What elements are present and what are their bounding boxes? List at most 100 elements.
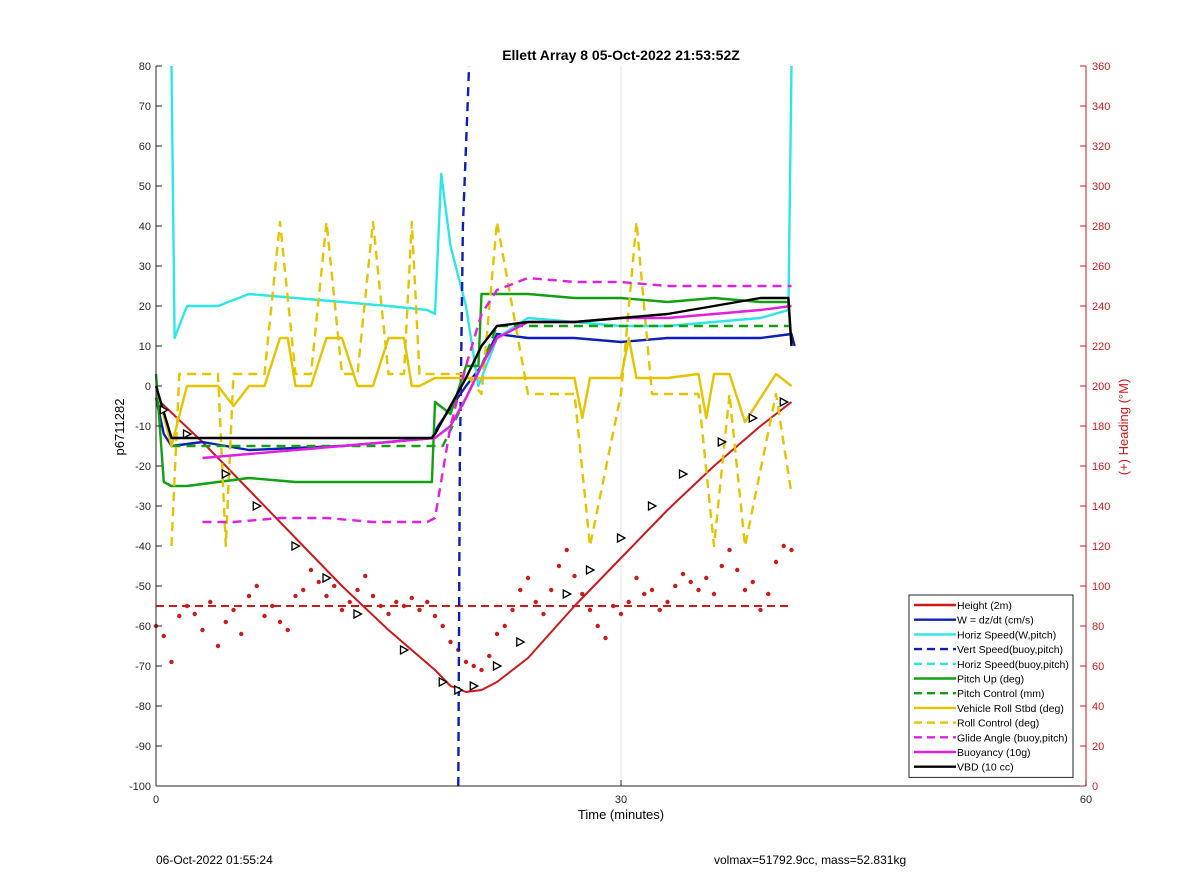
heading-point [750,579,755,585]
series-line-vehicle-roll-stbd-deg [154,336,793,448]
heading-point [324,593,329,599]
heading-point [525,575,531,581]
heading-point [184,603,190,609]
heading-point [293,593,298,599]
heading-point [479,667,484,673]
heading-point [262,613,267,619]
heading-point [355,587,360,593]
series-layer [153,65,796,787]
height-marker [516,636,526,648]
heading-point [766,591,771,597]
height-marker [779,396,790,408]
heading-point [742,587,748,593]
y2-tick-label: 20 [1092,741,1104,753]
y2-tick-label: 140 [1092,501,1110,513]
legend-label: Roll Control (deg) [957,718,1039,730]
heading-point [719,563,724,569]
chart-title: Ellett Array 8 05-Oct-2022 21:53:52Z [502,47,740,63]
heading-point [789,547,794,553]
legend-label: Buoyancy (10g) [957,747,1031,759]
heading-point [401,603,407,609]
heading-point [673,583,678,589]
heading-point [487,653,492,659]
height-marker [182,428,193,440]
heading-point [246,593,252,599]
heading-point [432,613,438,619]
height-marker [616,532,627,544]
heading-point [556,563,562,569]
height-marker [159,404,170,416]
y-tick-label: 60 [139,141,151,153]
x-axis-label: Time (minutes) [578,807,664,822]
heading-point [332,583,337,589]
legend-label: Pitch Control (mm) [957,688,1045,700]
heading-point [603,635,608,641]
height-marker [322,572,332,584]
heading-point [704,575,709,581]
heading-point [440,623,445,629]
heading-point [386,611,391,617]
heading-point [580,591,585,597]
height-marker [469,680,480,692]
y-tick-label: 30 [139,261,151,273]
heading-point [549,587,554,593]
y2-tick-label: 60 [1092,661,1104,673]
heading-point [781,543,786,549]
heading-point [378,603,383,609]
y2-tick-label: 320 [1092,141,1110,153]
series-line-horiz-speed-w-pitch [170,65,793,388]
heading-point [347,599,352,605]
y2-tick-label: 360 [1092,61,1110,73]
legend-box [908,594,1074,778]
y-tick-label: 70 [139,101,151,113]
heading-point [735,567,740,573]
heading-point [448,639,453,645]
heading-point [773,559,779,565]
height-marker [291,540,301,552]
heading-point [161,633,166,639]
y2-tick-label: 40 [1092,701,1104,713]
heading-point [618,611,624,617]
heading-point [541,611,546,617]
heading-point [680,571,686,577]
heading-point [254,583,259,589]
heading-point [711,591,717,597]
height-marker [454,684,464,696]
axes: -100-90-80-70-60-50-40-30-20-10010203040… [129,61,1110,806]
heading-point [394,599,399,605]
legend-label: W = dz/dt (cm/s) [957,615,1034,627]
x-tick-label: 60 [1080,794,1092,806]
y-tick-label: -100 [129,781,151,793]
footer-info: volmax=51792.9cc, mass=52.831kg [714,853,907,867]
heading-point [533,599,538,605]
legend-label: Pitch Up (deg) [957,674,1024,686]
y-tick-label: 40 [139,221,151,233]
heading-point [572,573,577,579]
legend-label: VBD (10 cc) [957,762,1014,774]
heading-point [510,607,515,613]
heading-point [471,663,476,669]
series-line-height-2m [155,397,793,693]
y-tick-label: -30 [135,501,151,513]
y-tick-label: -40 [135,541,151,553]
heading-point [339,607,345,613]
series-line-vbd-10-cc [154,296,793,440]
heading-point [417,607,422,613]
y-tick-label: -60 [135,621,151,633]
heading-point [177,613,182,619]
heading-point [587,607,593,613]
height-marker [438,676,449,688]
y2-tick-label: 340 [1092,101,1110,113]
heading-point [463,659,469,665]
heading-point [231,607,236,613]
y2-tick-label: 180 [1092,421,1110,433]
y2-tick-label: 80 [1092,621,1104,633]
heading-point [409,595,414,601]
legend-label: Horiz Speed(W,pitch) [957,629,1056,641]
y2-tick-label: 120 [1092,541,1110,553]
y-tick-label: 50 [139,181,151,193]
heading-point [301,587,306,593]
series-line-roll-control-deg [170,220,793,548]
y-tick-label: -10 [135,421,151,433]
heading-point [657,607,662,613]
